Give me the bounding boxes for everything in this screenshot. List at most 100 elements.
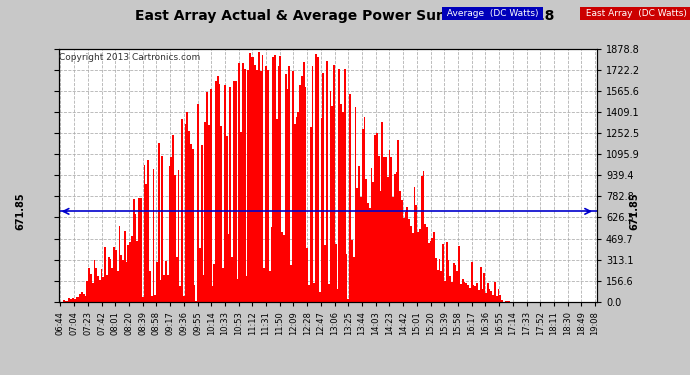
Bar xyxy=(172,135,174,302)
Bar xyxy=(133,199,135,302)
Bar xyxy=(246,276,247,302)
Text: 671.85: 671.85 xyxy=(16,192,26,230)
Bar xyxy=(344,69,346,302)
Bar xyxy=(321,118,322,302)
Bar xyxy=(478,290,480,302)
Bar xyxy=(500,295,501,302)
Bar xyxy=(90,274,92,302)
Bar xyxy=(397,140,400,302)
Bar xyxy=(492,296,494,302)
Bar xyxy=(176,257,177,302)
Bar xyxy=(253,57,255,302)
Bar xyxy=(258,52,260,302)
Bar xyxy=(115,251,117,302)
Bar xyxy=(451,282,453,302)
Bar xyxy=(356,188,358,302)
Bar xyxy=(362,129,364,302)
Bar xyxy=(219,84,221,302)
Bar xyxy=(496,296,497,302)
Bar xyxy=(122,260,124,302)
Bar xyxy=(94,260,95,302)
Bar xyxy=(349,93,351,302)
Bar xyxy=(494,282,496,302)
Bar xyxy=(392,198,394,302)
Bar xyxy=(364,117,365,302)
Bar xyxy=(395,172,397,302)
Bar xyxy=(485,292,487,302)
Bar xyxy=(201,145,203,302)
Bar xyxy=(312,66,313,302)
Bar xyxy=(195,301,197,302)
Bar xyxy=(242,63,244,302)
Bar xyxy=(76,297,77,302)
Bar xyxy=(473,285,474,302)
Bar xyxy=(413,187,415,302)
Bar xyxy=(141,297,144,302)
Bar xyxy=(483,273,485,302)
Bar xyxy=(433,232,435,302)
Bar xyxy=(501,300,503,302)
Bar xyxy=(448,260,449,302)
Bar xyxy=(487,283,489,302)
Bar xyxy=(268,271,270,302)
Bar xyxy=(140,198,141,302)
Bar xyxy=(431,238,433,302)
Bar xyxy=(244,69,246,302)
Bar xyxy=(161,156,164,302)
Bar xyxy=(358,166,360,302)
Bar xyxy=(174,175,176,302)
Bar xyxy=(466,284,467,302)
Bar xyxy=(449,276,451,302)
Bar xyxy=(304,87,306,302)
Bar xyxy=(124,231,126,302)
Bar xyxy=(497,289,500,302)
Bar xyxy=(417,232,419,302)
Bar xyxy=(301,76,303,302)
Bar xyxy=(129,242,131,302)
Bar xyxy=(183,296,185,302)
Bar xyxy=(400,191,401,302)
Bar xyxy=(185,124,186,302)
Bar xyxy=(383,157,385,302)
Bar xyxy=(406,207,408,302)
Bar xyxy=(237,279,238,302)
Bar xyxy=(374,135,376,302)
Bar xyxy=(276,119,277,302)
Bar xyxy=(63,300,65,302)
Bar xyxy=(292,70,294,302)
Text: Average  (DC Watts): Average (DC Watts) xyxy=(444,9,541,18)
Bar xyxy=(146,184,147,302)
Bar xyxy=(299,85,301,302)
Bar xyxy=(67,301,68,302)
Text: East Array  (DC Watts): East Array (DC Watts) xyxy=(582,9,689,18)
Bar xyxy=(158,143,159,302)
Bar xyxy=(290,265,292,302)
Bar xyxy=(213,264,215,302)
Bar xyxy=(317,57,319,302)
Bar xyxy=(282,232,283,302)
Bar xyxy=(226,136,228,302)
Bar xyxy=(264,268,265,302)
Bar xyxy=(373,182,374,302)
Bar xyxy=(294,124,295,302)
Bar xyxy=(303,62,304,302)
Bar xyxy=(128,245,129,302)
Bar xyxy=(273,57,274,302)
Bar xyxy=(360,198,362,302)
Bar xyxy=(137,242,138,302)
Bar xyxy=(83,294,85,302)
Bar xyxy=(424,225,426,302)
Bar xyxy=(415,206,417,302)
Bar xyxy=(149,271,150,302)
Bar xyxy=(421,176,422,302)
Bar xyxy=(333,65,335,302)
Bar xyxy=(469,288,471,302)
Bar xyxy=(120,255,122,302)
Bar xyxy=(387,177,388,302)
Bar xyxy=(326,60,328,302)
Bar xyxy=(150,296,152,302)
Bar xyxy=(385,157,387,302)
Bar xyxy=(210,89,212,302)
Bar xyxy=(410,226,412,302)
Bar xyxy=(194,285,195,302)
